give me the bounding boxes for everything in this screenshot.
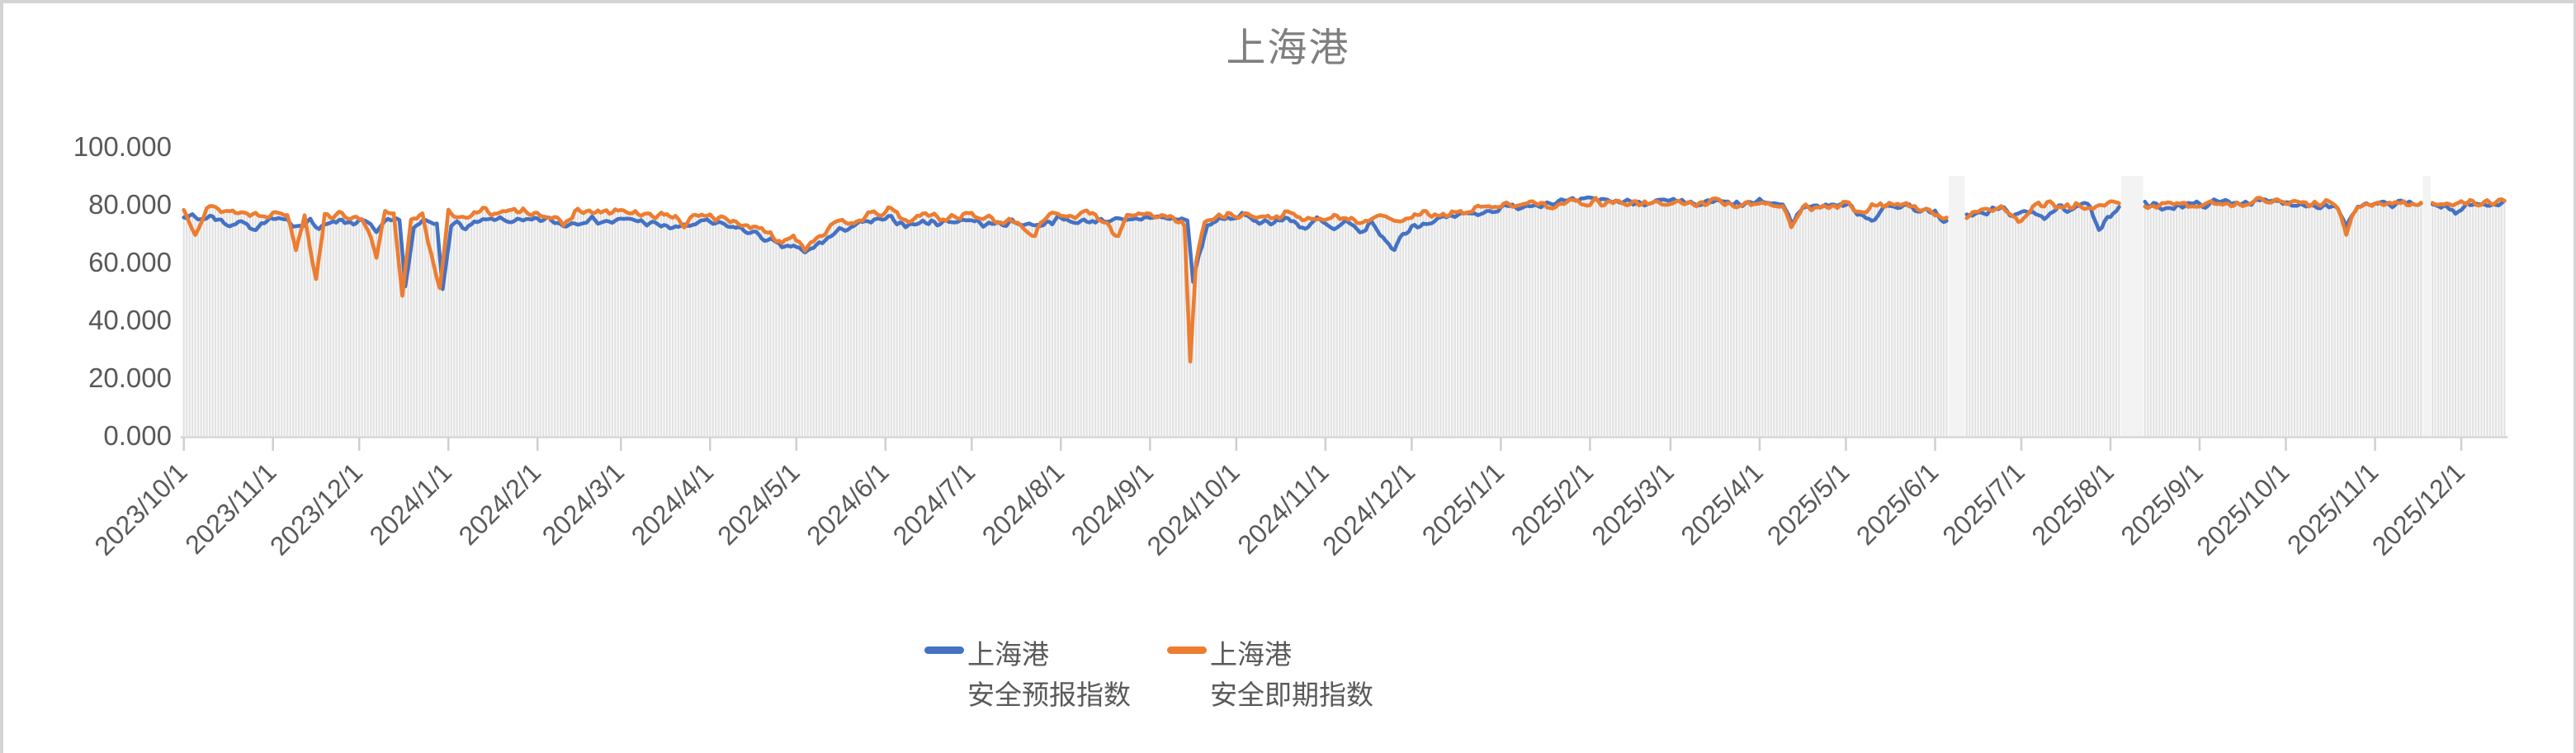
x-axis-label: 2023/10/1	[89, 457, 193, 561]
series-line-forecast	[182, 195, 2507, 291]
legend-spot-line2: 安全即期指数	[1210, 680, 1373, 710]
x-axis-label: 2023/12/1	[264, 457, 368, 561]
spot-line-swatch-icon	[1167, 646, 1207, 654]
legend-forecast-line2: 安全预报指数	[967, 680, 1131, 710]
x-axis-label: 2024/10/1	[1141, 457, 1245, 561]
data-gap-band	[1948, 176, 1965, 436]
x-axis-label: 2025/1/1	[1416, 457, 1510, 551]
x-axis-label: 2024/6/1	[801, 457, 895, 551]
chart-title: 上海港	[1226, 26, 1350, 70]
x-axis-label: 2024/2/1	[453, 457, 547, 551]
x-axis-label: 2025/11/1	[2281, 457, 2384, 559]
legend-forecast-line1: 上海港	[967, 639, 1049, 670]
x-axis-label: 2024/1/1	[364, 457, 458, 551]
chart-legend: 上海港 安全预报指数 上海港 安全即期指数	[924, 634, 1373, 715]
x-axis-label: 2025/4/1	[1675, 457, 1769, 551]
x-axis-label: 2025/2/1	[1505, 457, 1600, 551]
y-axis-label: 60.000	[88, 247, 172, 277]
x-axis-label: 2024/4/1	[626, 457, 720, 551]
data-gap-band	[2422, 176, 2431, 436]
x-axis-label: 2025/7/1	[1936, 457, 2030, 551]
data-gap-band	[2120, 176, 2144, 436]
legend-spot-line1: 上海港	[1210, 639, 1292, 670]
x-axis-label: 2024/11/1	[1231, 457, 1334, 559]
y-axis-label: 80.000	[88, 189, 172, 220]
legend-label-forecast: 上海港 安全预报指数	[967, 634, 1131, 715]
legend-entry-spot: 上海港 安全即期指数	[1167, 634, 1373, 715]
y-axis-label: 0.000	[103, 420, 172, 451]
x-axis-label: 2025/6/1	[1850, 457, 1945, 551]
legend-entry-forecast: 上海港 安全预报指数	[924, 634, 1131, 715]
x-axis-label: 2024/5/1	[711, 457, 806, 551]
y-axis-label: 40.000	[88, 305, 172, 335]
daily-background-bars	[182, 197, 2506, 436]
x-axis-label: 2025/12/1	[2366, 457, 2470, 561]
series-line-spot	[182, 196, 2507, 364]
y-axis-label: 100.000	[73, 131, 172, 162]
x-axis-label: 2024/7/1	[887, 457, 981, 551]
x-axis-label: 2025/3/1	[1586, 457, 1680, 551]
x-axis-label: 2024/12/1	[1316, 457, 1420, 561]
x-axis-label: 2025/8/1	[2025, 457, 2120, 551]
x-axis-label: 2024/8/1	[976, 457, 1071, 551]
forecast-line-swatch-icon	[924, 646, 964, 654]
x-axis-label: 2025/10/1	[2191, 457, 2295, 561]
y-axis-label: 20.000	[88, 362, 172, 393]
x-axis-label: 2023/11/1	[179, 457, 281, 559]
x-axis-label: 2024/3/1	[536, 457, 631, 551]
x-axis-label: 2025/5/1	[1761, 457, 1855, 551]
legend-label-spot: 上海港 安全即期指数	[1210, 634, 1373, 715]
